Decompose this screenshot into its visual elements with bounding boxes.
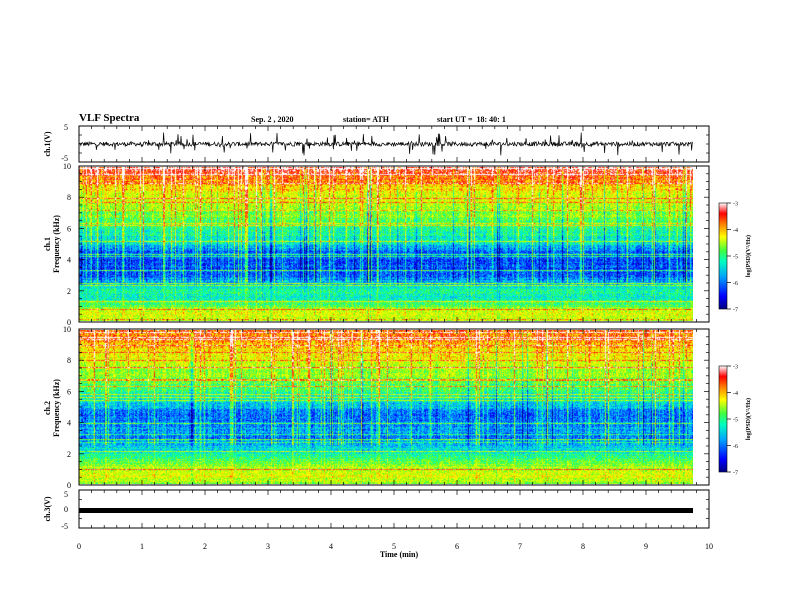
ch2-colorbar-tick-label: -6: [733, 444, 738, 450]
panel-ch3-waveform: 5 0 -5 ch.3(V) 0 1 2 3 4 5 6 7 8 9 10 Time (min): [43, 489, 713, 559]
time-tick-label: 10: [705, 542, 713, 551]
ch2-spectrogram-ylabel-1: ch.2: [43, 401, 52, 415]
ch1-spectrogram-ticks: 0 2 4 6 8 10: [63, 162, 710, 327]
ch1-colorbar-label: log(PSD)(V²/Hz): [745, 235, 752, 277]
figure-title: VLF Spectra: [79, 112, 140, 124]
ch2-spectrogram-ticks: 0 2 4 6 8 10: [63, 325, 710, 490]
ch3-waveform-ticks: [78, 489, 710, 529]
time-tick-label: 6: [455, 542, 459, 551]
ch2-colorbar-tick-label: -7: [733, 471, 738, 477]
ch2-colorbar-ticks: -3 -4 -5 -6 -7: [727, 365, 738, 477]
ch1-colorbar-tick-label: -4: [733, 228, 738, 234]
ch2-spectrogram-ylabel-2: Frequency (kHz): [52, 379, 61, 437]
ch2-colorbar-label: log(PSD)(V²/Hz): [745, 398, 752, 440]
ch1-ytick-top: 5: [64, 123, 68, 132]
ch2-freq-ytick-label: 2: [67, 450, 71, 459]
time-tick-label: 7: [518, 542, 522, 551]
ch1-freq-ytick-label: 6: [67, 224, 71, 233]
time-tick-label: 2: [203, 542, 207, 551]
ch3-ytick-mid: 0: [64, 505, 68, 514]
time-tick-label: 5: [392, 542, 396, 551]
ch1-colorbar-tick-label: -3: [733, 202, 738, 208]
ch2-freq-ytick-label: 4: [67, 419, 71, 428]
ch1-freq-ytick-label: 8: [67, 193, 71, 202]
ch1-waveform-ylabel: ch.1(V): [43, 131, 52, 156]
ch1-freq-ytick-label: 0: [67, 318, 71, 327]
station-label: station= ATH: [343, 115, 389, 124]
ch1-spectrogram-ylabel-1: ch.1: [43, 237, 52, 251]
ch3-waveform-ylabel: ch.3(V): [43, 496, 52, 521]
ch1-colorbar-tick-label: -7: [733, 308, 738, 314]
ch3-waveform-trace: [79, 508, 693, 513]
ch2-spectrogram-image: [79, 330, 693, 484]
ch1-freq-ytick-label: 10: [63, 162, 71, 171]
ch1-colorbar: [718, 202, 728, 310]
ch3-ytick-top: 5: [64, 490, 68, 499]
ch1-colorbar-tick-label: -6: [733, 281, 738, 287]
start-time-label: start UT = 18: 40: 1: [437, 115, 506, 124]
ch1-spectrogram-image: [79, 167, 693, 321]
ch2-colorbar: [718, 365, 728, 473]
time-tick-label: 9: [644, 542, 648, 551]
time-tick-label: 3: [266, 542, 270, 551]
time-tick-label: 8: [581, 542, 585, 551]
ch1-spectrogram-ylabel-2: Frequency (kHz): [52, 215, 61, 273]
ch2-colorbar-tick-label: -4: [733, 391, 738, 397]
time-axis-tick-labels: 0 1 2 3 4 5 6 7 8 9 10: [77, 542, 713, 551]
ch1-freq-ytick-label: 2: [67, 287, 71, 296]
ch1-colorbar-ticks: -3 -4 -5 -6 -7: [727, 202, 738, 314]
ch2-freq-ytick-label: 10: [63, 325, 71, 334]
time-axis-label: Time (min): [380, 550, 419, 559]
ch2-freq-ytick-label: 6: [67, 387, 71, 396]
ch1-waveform-ticks: [78, 125, 710, 163]
ch2-freq-ytick-label: 8: [67, 356, 71, 365]
panel-ch1-waveform: 5 -5 ch.1(V): [43, 123, 710, 163]
ch1-freq-ytick-label: 4: [67, 256, 71, 265]
ch1-waveform-trace: [78, 132, 694, 156]
ch2-colorbar-tick-label: -3: [733, 365, 738, 371]
ch1-ytick-bottom: -5: [61, 154, 68, 163]
ch2-freq-ytick-label: 0: [67, 481, 71, 490]
time-tick-label: 4: [329, 542, 333, 551]
time-tick-label: 0: [77, 542, 81, 551]
ch1-colorbar-tick-label: -5: [733, 255, 738, 261]
ch2-colorbar-tick-label: -5: [733, 418, 738, 424]
date-label: Sep. 2 , 2020: [251, 115, 294, 124]
time-tick-label: 1: [140, 542, 144, 551]
ch3-ytick-bottom: -5: [61, 522, 68, 531]
